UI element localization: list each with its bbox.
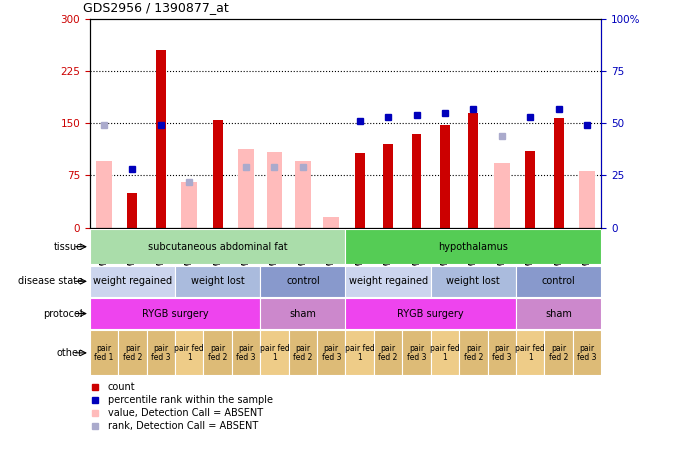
Bar xyxy=(374,330,402,375)
Text: sham: sham xyxy=(545,309,572,319)
Text: pair fed
1: pair fed 1 xyxy=(430,344,460,362)
Text: hypothalamus: hypothalamus xyxy=(438,242,509,252)
Bar xyxy=(156,50,166,228)
Bar xyxy=(430,266,516,297)
Text: protocol: protocol xyxy=(44,309,83,319)
Bar xyxy=(412,134,422,228)
Bar xyxy=(90,266,175,297)
Text: subcutaneous abdominal fat: subcutaneous abdominal fat xyxy=(148,242,287,252)
Text: pair
fed 2: pair fed 2 xyxy=(379,344,398,362)
Bar xyxy=(459,330,488,375)
Bar xyxy=(579,171,595,228)
Text: pair
fed 2: pair fed 2 xyxy=(549,344,568,362)
Text: pair fed
1: pair fed 1 xyxy=(515,344,545,362)
Bar xyxy=(323,217,339,228)
Bar xyxy=(175,266,261,297)
Text: pair
fed 3: pair fed 3 xyxy=(492,344,511,362)
Text: pair fed
1: pair fed 1 xyxy=(260,344,290,362)
Text: RYGB surgery: RYGB surgery xyxy=(142,309,209,319)
Text: pair
fed 3: pair fed 3 xyxy=(321,344,341,362)
Text: value, Detection Call = ABSENT: value, Detection Call = ABSENT xyxy=(108,408,263,418)
Text: pair
fed 3: pair fed 3 xyxy=(577,344,597,362)
Bar xyxy=(238,149,254,228)
Bar xyxy=(354,153,365,228)
Bar xyxy=(346,298,516,329)
Text: weight lost: weight lost xyxy=(446,276,500,286)
Bar xyxy=(525,151,535,228)
Text: pair
fed 2: pair fed 2 xyxy=(464,344,483,362)
Text: weight regained: weight regained xyxy=(348,276,428,286)
Bar xyxy=(213,120,223,228)
Bar xyxy=(402,330,430,375)
Text: pair
fed 1: pair fed 1 xyxy=(95,344,114,362)
Bar xyxy=(96,162,112,228)
Text: control: control xyxy=(286,276,320,286)
Bar xyxy=(430,330,459,375)
Bar xyxy=(516,266,601,297)
Text: tissue: tissue xyxy=(54,242,83,252)
Text: pair
fed 3: pair fed 3 xyxy=(151,344,171,362)
Text: other: other xyxy=(57,348,83,358)
Bar xyxy=(346,330,374,375)
Text: GDS2956 / 1390877_at: GDS2956 / 1390877_at xyxy=(83,1,229,14)
Bar xyxy=(317,330,346,375)
Text: pair
fed 3: pair fed 3 xyxy=(236,344,256,362)
Text: pair
fed 2: pair fed 2 xyxy=(293,344,312,362)
Bar xyxy=(118,330,146,375)
Text: control: control xyxy=(542,276,576,286)
Bar xyxy=(232,330,261,375)
Bar xyxy=(346,229,601,264)
Text: rank, Detection Call = ABSENT: rank, Detection Call = ABSENT xyxy=(108,420,258,431)
Bar xyxy=(289,330,317,375)
Text: sham: sham xyxy=(290,309,316,319)
Text: pair
fed 2: pair fed 2 xyxy=(123,344,142,362)
Bar xyxy=(494,163,509,228)
Bar xyxy=(468,113,478,228)
Bar xyxy=(261,266,346,297)
Text: pair
fed 2: pair fed 2 xyxy=(208,344,227,362)
Bar xyxy=(295,162,311,228)
Text: pair fed
1: pair fed 1 xyxy=(174,344,204,362)
Bar xyxy=(127,193,138,228)
Bar xyxy=(346,266,430,297)
Bar xyxy=(545,330,573,375)
Bar xyxy=(267,153,283,228)
Text: weight regained: weight regained xyxy=(93,276,172,286)
Bar xyxy=(90,330,118,375)
Bar xyxy=(383,144,393,228)
Text: disease state: disease state xyxy=(18,276,83,286)
Text: percentile rank within the sample: percentile rank within the sample xyxy=(108,395,273,405)
Bar xyxy=(182,182,197,228)
Text: count: count xyxy=(108,382,135,392)
Bar xyxy=(146,330,175,375)
Bar xyxy=(261,298,346,329)
Bar xyxy=(516,330,545,375)
Bar xyxy=(90,298,261,329)
Bar xyxy=(553,118,564,228)
Bar xyxy=(488,330,516,375)
Text: RYGB surgery: RYGB surgery xyxy=(397,309,464,319)
Bar xyxy=(573,330,601,375)
Text: pair
fed 3: pair fed 3 xyxy=(407,344,426,362)
Text: pair fed
1: pair fed 1 xyxy=(345,344,375,362)
Bar xyxy=(261,330,289,375)
Bar xyxy=(516,298,601,329)
Bar xyxy=(440,125,450,228)
Text: weight lost: weight lost xyxy=(191,276,245,286)
Bar xyxy=(203,330,232,375)
Bar xyxy=(90,229,346,264)
Bar xyxy=(175,330,203,375)
